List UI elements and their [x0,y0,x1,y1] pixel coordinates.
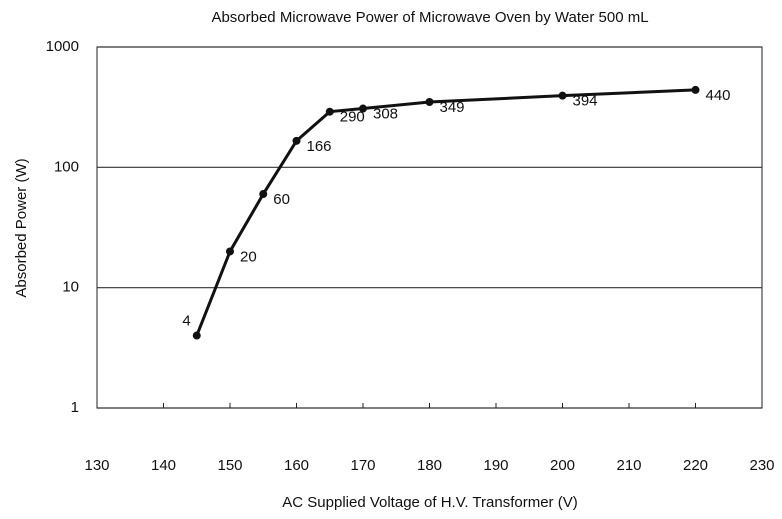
data-label: 20 [240,248,257,265]
data-point [226,247,234,256]
y-tick-label: 1 [71,399,79,416]
x-tick-label: 210 [616,457,641,474]
y-tick-label: 1000 [46,38,79,55]
data-label: 4 [182,313,190,330]
x-tick-label: 220 [683,457,708,474]
data-label: 308 [373,106,398,123]
data-point [292,136,301,145]
x-tick-label: 160 [284,457,309,474]
chart-title: Absorbed Microwave Power of Microwave Ov… [211,9,648,26]
data-label: 440 [706,87,731,104]
x-tick-label: 200 [550,457,575,474]
data-point [691,85,700,94]
data-point [558,91,567,100]
y-tick-label: 100 [54,158,79,175]
x-tick-label: 190 [483,457,508,474]
data-line [195,88,696,337]
y-tick-label: 10 [62,279,79,296]
data-point [359,104,367,113]
data-point [192,331,201,340]
x-tick-label: 150 [217,457,242,474]
x-tick-label: 170 [350,457,375,474]
x-tick-label: 230 [749,457,774,474]
data-point [259,190,268,199]
data-label: 349 [440,99,465,116]
data-label: 60 [273,191,290,208]
data-point [325,107,334,116]
x-axis-label: AC Supplied Voltage of H.V. Transformer … [282,494,577,511]
data-label: 166 [307,138,332,155]
data-point [425,98,434,107]
data-label: 394 [573,93,598,110]
x-tick-label: 140 [151,457,176,474]
x-tick-label: 180 [417,457,442,474]
x-tick-label: 130 [84,457,109,474]
y-axis-label: Absorbed Power (W) [13,158,30,297]
data-label: 290 [340,109,365,126]
